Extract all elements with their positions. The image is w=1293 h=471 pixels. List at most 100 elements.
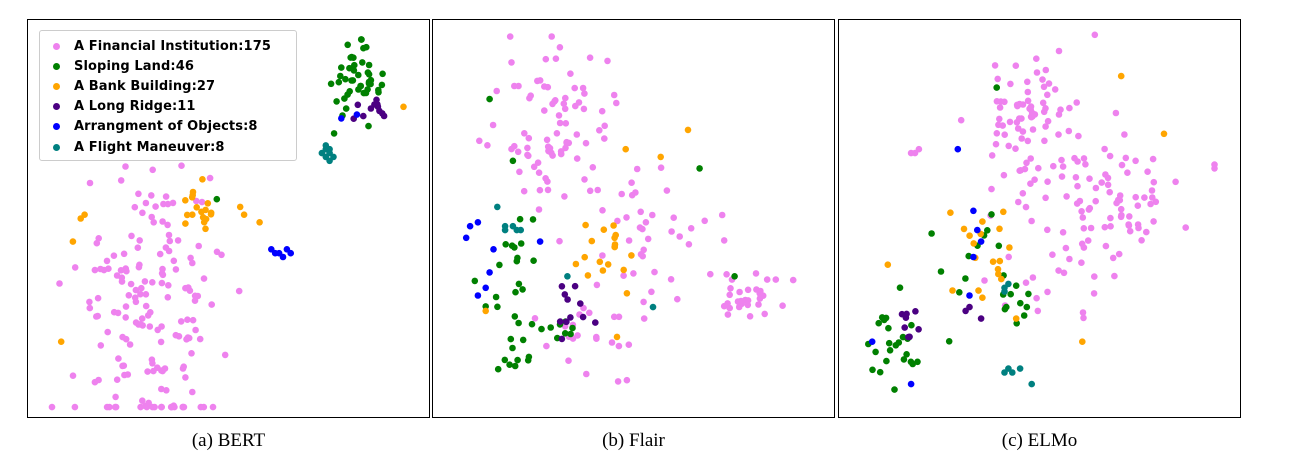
data-point [966, 292, 973, 299]
data-point [506, 33, 514, 40]
data-point [182, 197, 189, 204]
data-point [350, 67, 358, 74]
data-point [552, 55, 560, 62]
data-point [486, 269, 493, 276]
data-point [567, 70, 574, 77]
data-point [601, 122, 608, 130]
data-point [555, 112, 563, 119]
data-point [213, 195, 221, 203]
data-point [355, 71, 362, 79]
data-point [667, 276, 675, 283]
data-point [95, 376, 102, 384]
data-point [1126, 213, 1133, 220]
legend-marker-icon [53, 103, 60, 111]
data-point [557, 150, 565, 158]
data-point [1031, 176, 1038, 183]
data-point [914, 358, 921, 366]
data-point [604, 261, 612, 268]
data-point [490, 246, 497, 253]
legend: A Financial Institution:175 Sloping Land… [39, 30, 297, 161]
data-point [373, 96, 380, 104]
data-point [333, 98, 340, 105]
data-point [347, 54, 355, 61]
data-point [1059, 229, 1067, 236]
data-point [637, 208, 644, 216]
data-point [511, 313, 519, 320]
data-point [142, 291, 150, 298]
data-point [137, 403, 144, 411]
data-point [514, 356, 521, 364]
data-point [1080, 314, 1087, 322]
data-point [724, 311, 732, 318]
data-point [508, 242, 516, 249]
data-point [509, 157, 517, 165]
data-point [146, 323, 154, 330]
data-point [975, 287, 982, 294]
data-point [177, 318, 185, 325]
data-point [126, 341, 134, 348]
data-point [1086, 175, 1093, 182]
data-point [221, 351, 229, 359]
data-point [574, 332, 581, 339]
data-point [1044, 178, 1051, 185]
data-point [163, 387, 170, 394]
data-point [162, 193, 170, 200]
data-point [486, 95, 493, 103]
data-point [1092, 197, 1099, 205]
data-point [988, 185, 995, 193]
data-point [1115, 250, 1123, 258]
data-point [139, 397, 146, 405]
data-point [106, 403, 113, 411]
data-point [103, 257, 111, 265]
data-point [1006, 244, 1013, 251]
data-point [342, 105, 350, 112]
data-point [615, 313, 623, 321]
data-point [157, 338, 165, 346]
data-point [209, 403, 217, 411]
data-point [1016, 167, 1023, 174]
data-point [628, 252, 635, 259]
data-point [69, 372, 77, 380]
data-point [1091, 31, 1099, 39]
data-point [599, 252, 606, 259]
data-point [1020, 312, 1028, 319]
data-point [1035, 164, 1042, 172]
data-point [150, 219, 157, 226]
data-point [165, 282, 172, 289]
legend-label: A Bank Building:27 [74, 78, 216, 94]
data-point [240, 211, 248, 218]
data-point [1012, 145, 1019, 152]
data-point [1078, 208, 1085, 215]
data-point [611, 234, 618, 242]
data-point [563, 139, 570, 147]
data-point [516, 215, 524, 223]
data-point [558, 283, 566, 290]
data-point [642, 219, 650, 226]
data-point [180, 403, 188, 411]
data-point [1028, 380, 1035, 388]
data-point [93, 239, 101, 247]
data-point [1134, 202, 1142, 209]
data-point [1149, 155, 1157, 163]
data-point [501, 222, 509, 230]
data-point [1091, 273, 1098, 280]
data-point [158, 403, 165, 411]
data-point [183, 211, 191, 219]
data-point [648, 288, 655, 296]
data-point [86, 179, 94, 187]
data-point [144, 312, 152, 319]
data-point [149, 279, 156, 286]
data-point [1147, 200, 1154, 208]
data-point [182, 374, 189, 381]
data-point [474, 292, 482, 299]
data-point [623, 214, 630, 221]
legend-marker-icon [53, 143, 60, 151]
data-point [701, 217, 708, 225]
data-point [256, 219, 263, 226]
data-point [996, 115, 1003, 123]
data-point [492, 293, 500, 301]
data-point [149, 403, 156, 411]
data-point [141, 278, 149, 285]
data-point [166, 237, 174, 245]
data-point [526, 94, 533, 102]
